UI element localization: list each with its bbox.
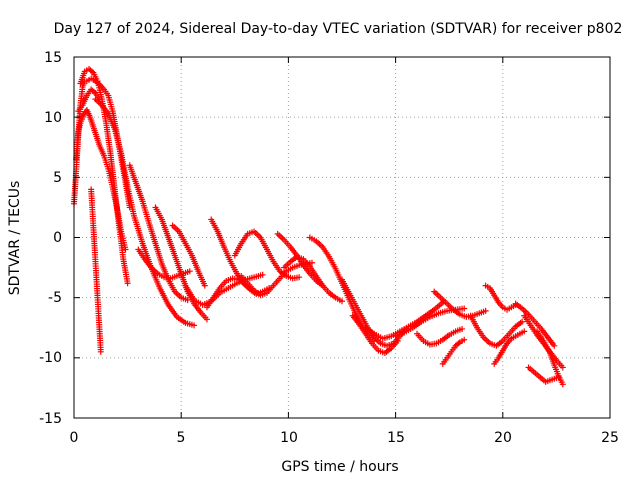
data-point xyxy=(259,271,266,278)
tick-marks xyxy=(73,56,611,419)
data-points xyxy=(71,66,566,388)
grid-lines xyxy=(74,57,610,418)
y-tick-label: 0 xyxy=(53,230,62,246)
data-point xyxy=(461,305,468,312)
y-tick-label: 5 xyxy=(53,170,62,186)
x-tick-label: 5 xyxy=(177,430,186,446)
x-tick-label: 0 xyxy=(70,430,79,446)
data-point xyxy=(461,336,468,343)
x-tick-labels: 0 5 10 15 20 25 xyxy=(70,430,619,446)
data-point xyxy=(296,274,303,281)
data-point xyxy=(201,282,208,289)
data-point xyxy=(521,328,528,335)
y-tick-label: 10 xyxy=(44,110,62,126)
data-point xyxy=(339,298,345,305)
x-tick-label: 10 xyxy=(280,430,298,446)
data-point xyxy=(186,268,193,275)
data-point xyxy=(482,307,489,314)
x-axis-label: GPS time / hours xyxy=(281,459,398,475)
chart-title: Day 127 of 2024, Sidereal Day-to-day VTE… xyxy=(54,21,623,37)
data-point xyxy=(559,364,566,371)
data-point xyxy=(559,381,566,388)
data-point xyxy=(394,337,401,344)
y-tick-label: 15 xyxy=(44,50,62,66)
data-point xyxy=(122,246,129,253)
y-axis-label: SDTVAR / TECUs xyxy=(7,181,23,296)
data-point xyxy=(191,322,198,329)
data-point xyxy=(203,316,210,323)
y-tick-label: -15 xyxy=(39,411,62,427)
y-tick-label: -5 xyxy=(48,290,62,306)
data-point xyxy=(519,318,526,325)
x-tick-label: 15 xyxy=(387,430,405,446)
data-point xyxy=(97,348,104,355)
data-point xyxy=(124,280,131,287)
y-tick-label: -10 xyxy=(39,350,62,366)
x-tick-label: 20 xyxy=(494,430,512,446)
y-tick-labels: 15 10 5 0 -5 -10 -15 xyxy=(39,50,62,427)
data-point xyxy=(308,259,315,266)
x-tick-label: 25 xyxy=(601,430,619,446)
data-point xyxy=(555,374,562,381)
data-point xyxy=(551,342,558,349)
data-point xyxy=(459,325,466,332)
